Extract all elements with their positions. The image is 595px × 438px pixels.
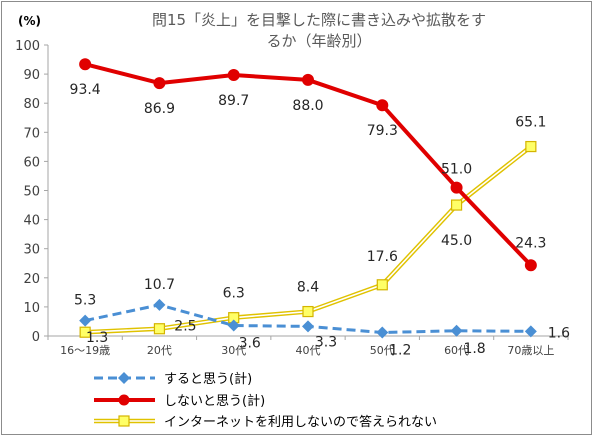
data-label-no-internet: 6.3 (223, 286, 245, 302)
marker-will-not (376, 99, 389, 112)
legend-label-no-internet: インターネットを利用しないので答えられない (164, 414, 437, 430)
legend-label-will-not: しないと思う(計) (164, 393, 265, 409)
marker-will-not (524, 259, 537, 272)
data-label-will: 3.6 (239, 336, 261, 352)
marker-will (302, 320, 314, 333)
marker-will (153, 298, 166, 311)
data-labels: 93.4 86.9 89.7 88.0 79.3 51.0 24.3 5.3 10.7 3.6 3.… (70, 82, 571, 358)
marker-no-internet (525, 140, 537, 153)
legend-label-will: すると思う(計) (164, 371, 252, 387)
y-tick-label: 60 (23, 155, 40, 170)
axes: 0 10 20 30 40 50 60 70 80 90 100 16〜19歳 20代 30代 40代 50代… (15, 39, 569, 357)
y-tick-label: 10 (23, 301, 40, 316)
data-label-will-not: 89.7 (218, 93, 249, 109)
marker-will (376, 326, 389, 339)
x-tick-label: 30代 (221, 344, 246, 357)
x-tick-label: 60代 (444, 344, 469, 357)
marker-will-not (302, 73, 314, 86)
marker-no-internet (153, 323, 166, 335)
y-tick-label: 70 (23, 126, 40, 141)
marker-no-internet (79, 326, 91, 338)
marker-will-not (450, 181, 463, 194)
data-label-will-not: 79.3 (367, 123, 398, 139)
y-tick-label: 100 (15, 39, 40, 54)
marker-will (524, 325, 537, 338)
y-tick-label: 50 (23, 185, 40, 200)
marker-will (79, 314, 92, 327)
data-label-will: 10.7 (144, 277, 175, 293)
marker-will (450, 324, 463, 337)
y-tick-label: 30 (23, 243, 40, 258)
data-label-no-internet: 45.0 (441, 233, 472, 249)
marker-no-internet (450, 199, 463, 211)
data-label-will-not: 86.9 (144, 101, 175, 117)
marker-no-internet (376, 279, 388, 291)
data-label-will-not: 51.0 (441, 162, 472, 178)
y-unit-label: (%) (18, 14, 41, 28)
legend: すると思う(計) しないと思う(計) インターネットを利用しないので答えられない (94, 371, 437, 430)
data-label-no-internet: 2.5 (174, 319, 196, 335)
chart-title-line-2: るか（年齢別） (266, 32, 371, 50)
legend-marker-will (118, 372, 130, 384)
marker-no-internet (302, 305, 314, 318)
data-label-will: 5.3 (74, 293, 96, 309)
y-tick-label: 90 (23, 68, 40, 83)
data-label-will-not: 88.0 (292, 98, 323, 114)
x-tick-label: 20代 (147, 344, 172, 357)
y-tick-label: 80 (23, 97, 40, 112)
data-label-no-internet: 1.3 (86, 330, 108, 346)
x-tick-label: 16〜19歳 (60, 344, 110, 357)
data-label-no-internet: 65.1 (515, 115, 546, 131)
marker-will (227, 319, 240, 332)
y-tick-label: 20 (23, 272, 40, 287)
y-tick-label: 40 (23, 214, 40, 229)
x-tick-label: 70歳以上 (507, 344, 554, 357)
legend-marker-will-not (118, 394, 130, 406)
data-label-will: 1.8 (463, 341, 485, 357)
data-label-will-not: 24.3 (515, 235, 546, 251)
chart-title: 問15「炎上」を目撃した際に書き込みや拡散をす るか（年齢別） (152, 11, 486, 50)
marker-will-not (79, 58, 92, 71)
x-tick-label: 40代 (296, 344, 321, 357)
x-tick-label: 50代 (370, 344, 395, 357)
chart-title-line-1: 問15「炎上」を目撃した際に書き込みや拡散をす (152, 11, 486, 29)
data-label-will: 1.6 (548, 325, 570, 341)
legend-marker-no-internet (118, 415, 130, 427)
series-lines (79, 58, 537, 339)
data-label-will: 1.2 (389, 343, 411, 359)
y-tick-label: 0 (32, 330, 40, 345)
data-label-will-not: 93.4 (70, 82, 101, 98)
marker-will-not (153, 77, 166, 90)
data-label-no-internet: 8.4 (297, 280, 319, 296)
data-label-will: 3.3 (315, 334, 337, 350)
marker-will-not (227, 68, 240, 81)
data-label-no-internet: 17.6 (367, 249, 398, 265)
